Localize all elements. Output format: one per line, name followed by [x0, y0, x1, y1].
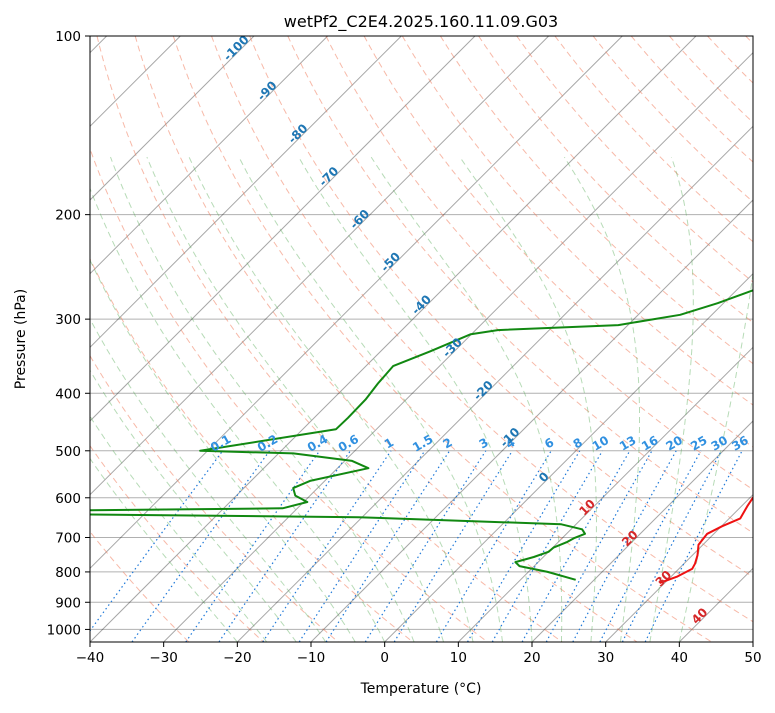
- mixing-ratio-line: [600, 451, 701, 642]
- mixing-ratio-label: 0.4: [305, 432, 330, 455]
- mixing-ratio-label: 0.2: [255, 432, 280, 455]
- moist-adiabat-line: [239, 157, 503, 642]
- y-tick-label: 400: [55, 386, 81, 402]
- x-tick-label: −20: [223, 650, 252, 666]
- x-tick-label: 40: [671, 650, 688, 666]
- dry-adiabat-line: [669, 36, 775, 642]
- isotherm-line: [16, 36, 622, 642]
- isotherm-label: -10: [497, 425, 522, 450]
- isotherm-label: -50: [378, 249, 403, 274]
- x-tick-label: 50: [744, 650, 761, 666]
- isotherm-label: 40: [689, 605, 711, 627]
- moist-adiabat-line: [189, 157, 473, 642]
- isotherm-label: -20: [471, 378, 496, 403]
- y-tick-label: 300: [55, 312, 81, 328]
- x-tick-label: 20: [523, 650, 540, 666]
- isotherm-line: [458, 36, 775, 642]
- x-tick-label: 30: [597, 650, 614, 666]
- isotherm-line: [0, 36, 401, 642]
- dry-adiabat-line: [708, 36, 775, 642]
- isotherm-label: 20: [619, 528, 641, 550]
- isotherm-label: 10: [576, 497, 598, 519]
- mixing-ratio-line: [436, 451, 551, 642]
- y-tick-label: 700: [55, 531, 81, 547]
- x-tick-label: −40: [76, 650, 105, 666]
- mixing-ratio-line: [132, 451, 270, 642]
- dry-adiabat-line: [479, 36, 775, 642]
- mixing-ratio-line: [326, 451, 450, 642]
- isotherm-label: -90: [254, 78, 279, 103]
- dry-adiabat-line: [555, 36, 775, 642]
- isotherm-line: [532, 36, 775, 642]
- dry-adiabat-line: [59, 36, 488, 642]
- mixing-ratio-label: 2: [440, 435, 454, 451]
- isotherm-label: 30: [653, 568, 675, 590]
- y-tick-label: 900: [55, 595, 81, 611]
- dry-adiabat-line: [21, 36, 413, 642]
- mixing-ratio-label: 6: [542, 435, 556, 451]
- isotherm-label: -70: [316, 164, 341, 189]
- y-tick-label: 600: [55, 491, 81, 507]
- y-tick-label: 1000: [47, 622, 81, 638]
- mixing-ratio-line: [394, 451, 512, 642]
- isotherm-label: -100: [221, 33, 252, 64]
- isotherm-line: [237, 36, 775, 642]
- mixing-ratio-line: [263, 451, 391, 642]
- isotherm-line: [164, 36, 770, 642]
- isotherm-line: [0, 36, 328, 642]
- isotherm-label: -80: [285, 121, 310, 146]
- isotherm-line: [90, 36, 696, 642]
- y-tick-label: 200: [55, 208, 81, 224]
- dry-adiabat-line: [0, 36, 264, 642]
- isotherm-line: [311, 36, 775, 642]
- isotherm-label: -60: [347, 207, 372, 232]
- isotherm-line: [679, 36, 775, 642]
- chart-title: wetPf2_C2E4.2025.160.11.09.G03: [284, 12, 558, 32]
- isotherm-line: [753, 36, 775, 642]
- x-tick-label: 10: [450, 650, 467, 666]
- plot-frame: [90, 36, 753, 642]
- isotherm-line: [0, 36, 254, 642]
- x-axis-label: Temperature (°C): [360, 681, 482, 697]
- mixing-ratio-label: 1.5: [410, 432, 435, 455]
- moist-adiabat-line: [147, 157, 444, 642]
- y-tick-label: 100: [55, 29, 81, 45]
- mixing-ratio-label: 0.6: [336, 432, 361, 455]
- mixing-ratio-line: [365, 451, 486, 642]
- mixing-ratio-line: [468, 451, 580, 642]
- y-axis-label: Pressure (hPa): [13, 289, 29, 389]
- moist-adiabat-line: [111, 157, 415, 642]
- mixing-ratio-line: [573, 451, 676, 642]
- dry-adiabat-line: [135, 36, 637, 642]
- moist-adiabat-line: [299, 157, 532, 642]
- mixing-ratio-line: [82, 451, 223, 642]
- dry-adiabat-line: [746, 36, 775, 642]
- dry-adiabat-line: [593, 36, 775, 642]
- moist-adiabat-line: [1, 157, 296, 642]
- moist-adiabat-line: [0, 157, 237, 642]
- dry-adiabat-line: [0, 36, 338, 642]
- x-tick-label: −10: [297, 650, 326, 666]
- x-tick-label: 0: [380, 650, 389, 666]
- isotherm-line: [0, 36, 475, 642]
- y-tick-label: 800: [55, 565, 81, 581]
- dry-adiabat-line: [440, 36, 775, 642]
- y-tick-label: 500: [55, 444, 81, 460]
- x-tick-label: −30: [149, 650, 178, 666]
- plot-area: [0, 36, 775, 642]
